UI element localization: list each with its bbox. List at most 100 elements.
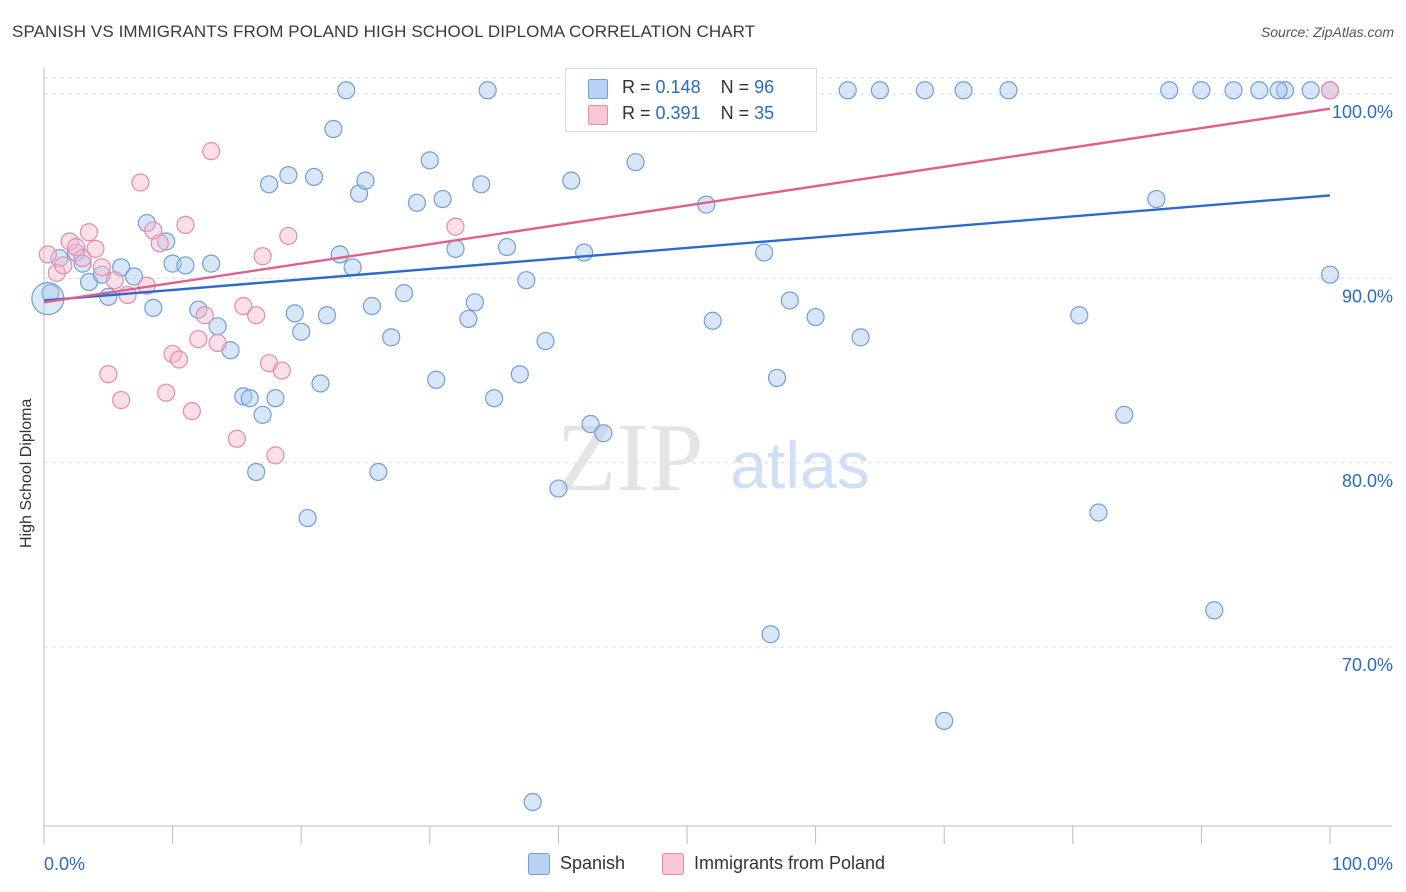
- spanish-trend-line: [43, 194, 1331, 302]
- poland-point: [195, 306, 214, 325]
- poland-n-value: 35: [754, 103, 775, 123]
- poland-point: [131, 173, 150, 192]
- spanish-point: [485, 389, 504, 408]
- spanish-point: [999, 81, 1018, 100]
- spanish-point: [1115, 405, 1134, 424]
- spanish-point: [369, 462, 388, 482]
- spanish-n-value: 96: [754, 77, 775, 97]
- gridlines: [44, 77, 1392, 648]
- y-tick-label: 90.0%: [1342, 286, 1393, 306]
- spanish-point: [240, 389, 259, 408]
- spanish-point: [298, 508, 317, 528]
- poland-point: [67, 237, 86, 257]
- spanish-point: [144, 298, 163, 317]
- spanish-point: [472, 175, 491, 194]
- spanish-point: [915, 81, 935, 100]
- poland-point: [99, 365, 118, 384]
- poland-point: [73, 248, 92, 268]
- spanish-point: [202, 254, 221, 273]
- poland-point: [157, 383, 176, 402]
- spanish-point: [407, 193, 427, 212]
- poland-point: [182, 402, 201, 421]
- poland-point: [47, 263, 66, 282]
- spanish-point: [1320, 265, 1340, 284]
- spanish-point: [259, 175, 279, 194]
- spanish-point: [446, 239, 465, 258]
- spanish-point: [517, 271, 536, 290]
- spanish-point: [124, 267, 144, 286]
- poland-point: [176, 215, 195, 234]
- y-tick-label: 100.0%: [1332, 102, 1393, 122]
- spanish-point: [1205, 601, 1224, 620]
- spanish-point: [324, 119, 343, 139]
- poland-point: [234, 296, 253, 316]
- spanish-swatch: [588, 79, 608, 99]
- poland-point: [253, 247, 272, 266]
- poland-point: [86, 239, 105, 258]
- spanish-point: [1269, 81, 1288, 100]
- spanish-point: [394, 284, 414, 303]
- tick-labels: 100.0% 90.0% 80.0% 70.0% 0.0% 100.0%: [44, 102, 1393, 874]
- spanish-point: [838, 81, 857, 100]
- spanish-point: [1147, 189, 1166, 209]
- spanish-r-value: 0.148: [655, 77, 701, 97]
- spanish-point: [292, 322, 311, 341]
- poland-point: [279, 226, 298, 246]
- correlation-legend: R = 0.148 N = 96 R = 0.391 N = 35: [565, 68, 817, 132]
- spanish-point: [157, 232, 176, 251]
- spanish-point: [1089, 503, 1108, 522]
- poland-point: [169, 350, 189, 369]
- spanish-point: [317, 306, 337, 325]
- axes: [43, 68, 1392, 844]
- watermark: ZIP atlas: [557, 404, 870, 512]
- spanish-legend-label: Spanish: [560, 853, 626, 873]
- spanish-point: [510, 365, 529, 384]
- spanish-point: [767, 368, 787, 388]
- spanish-point: [420, 151, 439, 170]
- spanish-point: [1224, 81, 1243, 100]
- poland-point: [446, 217, 465, 236]
- poland-point: [247, 306, 266, 325]
- poland-trend-line: [43, 107, 1331, 304]
- spanish-point: [523, 792, 542, 812]
- spanish-point: [382, 328, 401, 347]
- spanish-point: [954, 81, 973, 100]
- y-tick-label: 70.0%: [1342, 655, 1393, 675]
- spanish-point: [253, 405, 272, 424]
- spanish-point: [497, 237, 517, 257]
- poland-point: [112, 390, 131, 410]
- spanish-point: [935, 711, 954, 730]
- spanish-point: [562, 171, 581, 190]
- poland-legend-swatch: [662, 853, 684, 875]
- poland-point: [1320, 81, 1340, 100]
- spanish-point: [459, 309, 478, 329]
- spanish-point: [478, 81, 497, 100]
- watermark-atlas: atlas: [730, 428, 869, 502]
- trend-lines: [43, 107, 1331, 304]
- spanish-point: [73, 254, 92, 273]
- spanish-point: [279, 166, 298, 185]
- poland-point: [266, 446, 285, 465]
- spanish-point: [1275, 81, 1295, 100]
- poland-point: [227, 429, 246, 448]
- poland-point: [54, 256, 73, 275]
- spanish-point: [337, 81, 356, 100]
- spanish-point: [761, 625, 780, 644]
- poland-point: [79, 223, 99, 242]
- spanish-legend-swatch: [528, 853, 550, 875]
- poland-swatch: [588, 105, 608, 125]
- spanish-point: [780, 291, 799, 310]
- spanish-point: [465, 293, 484, 312]
- r-label: R =: [622, 103, 651, 123]
- y-tick-label: 80.0%: [1342, 471, 1393, 491]
- chart-title: SPANISH VS IMMIGRANTS FROM POLAND HIGH S…: [12, 22, 756, 41]
- spanish-point: [581, 414, 600, 434]
- poland-point: [189, 330, 208, 349]
- spanish-point: [433, 189, 452, 209]
- poland-legend-label: Immigrants from Poland: [694, 853, 886, 873]
- spanish-point: [575, 243, 594, 262]
- spanish-point: [536, 331, 555, 351]
- spanish-point: [304, 167, 324, 187]
- spanish-point: [549, 479, 568, 498]
- n-label: N =: [720, 103, 750, 123]
